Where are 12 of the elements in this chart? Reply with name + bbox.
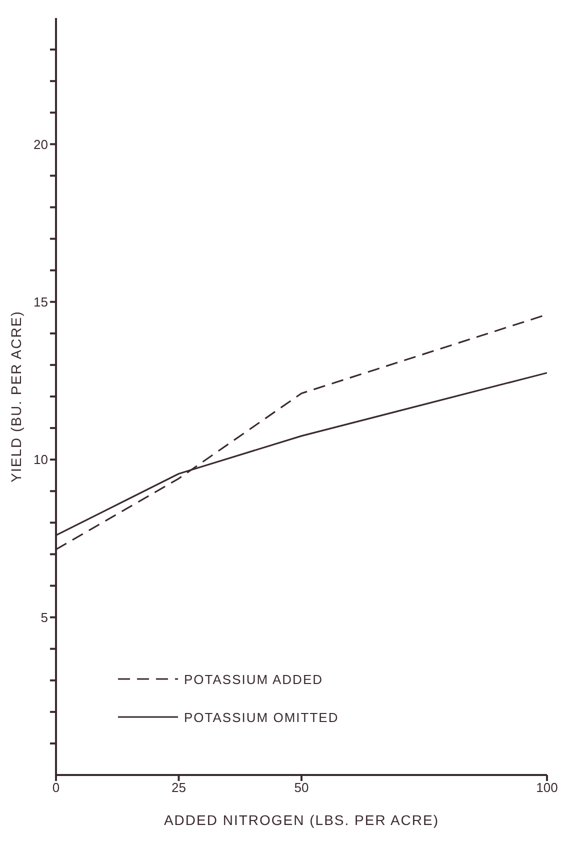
y-tick-label: 20 (34, 136, 48, 152)
x-tick-label: 50 (294, 780, 309, 796)
y-tick-label: 5 (40, 610, 48, 625)
legend-label: POTASSIUM ADDED (184, 672, 324, 686)
x-tick-label: 0 (52, 780, 60, 796)
y-axis-title: YIELD (BU. PER ACRE) (8, 310, 24, 482)
y-tick-label: 10 (34, 452, 48, 468)
x-tick-label: 25 (172, 780, 186, 796)
x-axis-title: ADDED NITROGEN (LBS. PER ACRE) (164, 812, 440, 828)
legend-label: POTASSIUM OMITTED (184, 710, 339, 724)
y-tick-label: 15 (34, 294, 48, 310)
x-tick-label: 100 (536, 780, 558, 796)
